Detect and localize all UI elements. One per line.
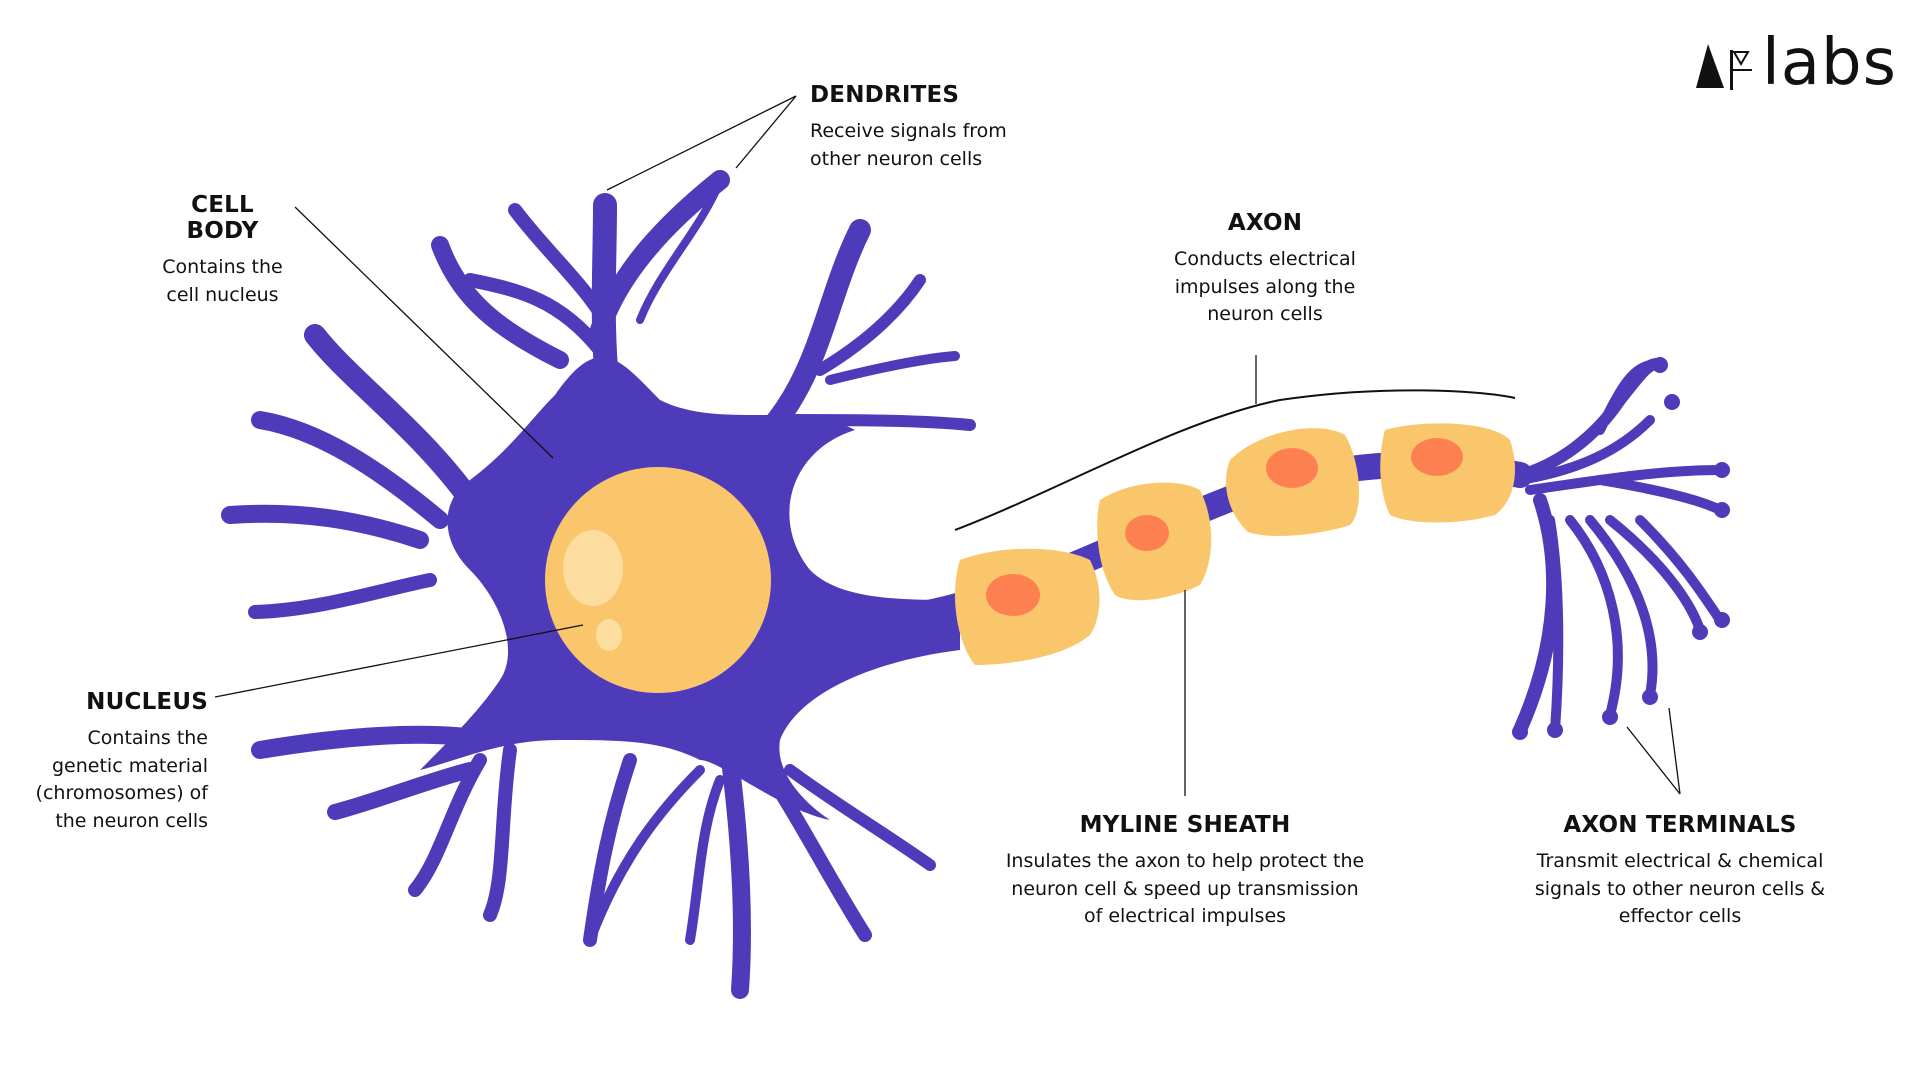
label-title: DENDRITES — [810, 82, 960, 108]
label-desc-line: Conducts electrical — [1174, 248, 1356, 270]
label-title: NUCLEUS — [86, 689, 208, 715]
label-desc-line: neuron cell & speed up transmission — [1011, 877, 1359, 900]
label-desc-line: Contains the — [87, 727, 208, 749]
dendrites — [221, 170, 976, 999]
brand-mark-icon — [1696, 44, 1752, 90]
label-desc-line: Transmit electrical & chemical — [1536, 850, 1824, 872]
label-dendrites: DENDRITES Receive signals from other neu… — [810, 82, 1007, 173]
label-desc-line: impulses along the — [1174, 275, 1356, 298]
axon-terminal-branches — [1494, 358, 1725, 737]
label-desc-line: the neuron cells — [55, 809, 208, 832]
label-desc-line: Insulates the axon to help protect the — [1005, 850, 1365, 872]
label-desc-line: other neuron cells — [810, 147, 983, 170]
label-desc-line: cell nucleus — [166, 283, 279, 306]
label-desc-line: genetic material — [52, 754, 208, 777]
label-desc-line: signals to other neuron cells & — [1534, 877, 1826, 900]
label-axon-terminals: AXON TERMINALS Transmit electrical & che… — [1510, 812, 1850, 931]
label-desc-line: of electrical impulses — [1083, 905, 1287, 927]
myelin-sheath — [955, 423, 1515, 665]
label-title: AXON — [1227, 210, 1303, 236]
label-desc-line: Contains the — [162, 256, 283, 278]
axon-span-curve — [954, 389, 1516, 531]
brand-name: labs — [1762, 26, 1897, 100]
label-desc-line: neuron cells — [1207, 303, 1323, 325]
label-axon: AXON Conducts electrical impulses along … — [1155, 210, 1375, 329]
label-title: AXON TERMINALS — [1563, 812, 1797, 838]
label-desc-line: (chromosomes) of — [35, 782, 208, 804]
nucleus — [545, 467, 771, 693]
label-cell-body: CELL BODY Contains the cell nucleus — [160, 192, 285, 309]
label-title: CELL BODY — [186, 192, 259, 244]
pointer-lines — [214, 95, 1681, 796]
axon-terminal-bulbs — [1512, 357, 1730, 740]
label-myelin-sheath: MYLINE SHEATH Insulates the axon to help… — [985, 812, 1385, 931]
label-desc-line: effector cells — [1618, 905, 1742, 927]
label-nucleus: NUCLEUS Contains the genetic material (c… — [20, 689, 208, 835]
label-title: MYLINE SHEATH — [1079, 812, 1291, 838]
label-desc-line: Receive signals from — [810, 120, 1007, 142]
